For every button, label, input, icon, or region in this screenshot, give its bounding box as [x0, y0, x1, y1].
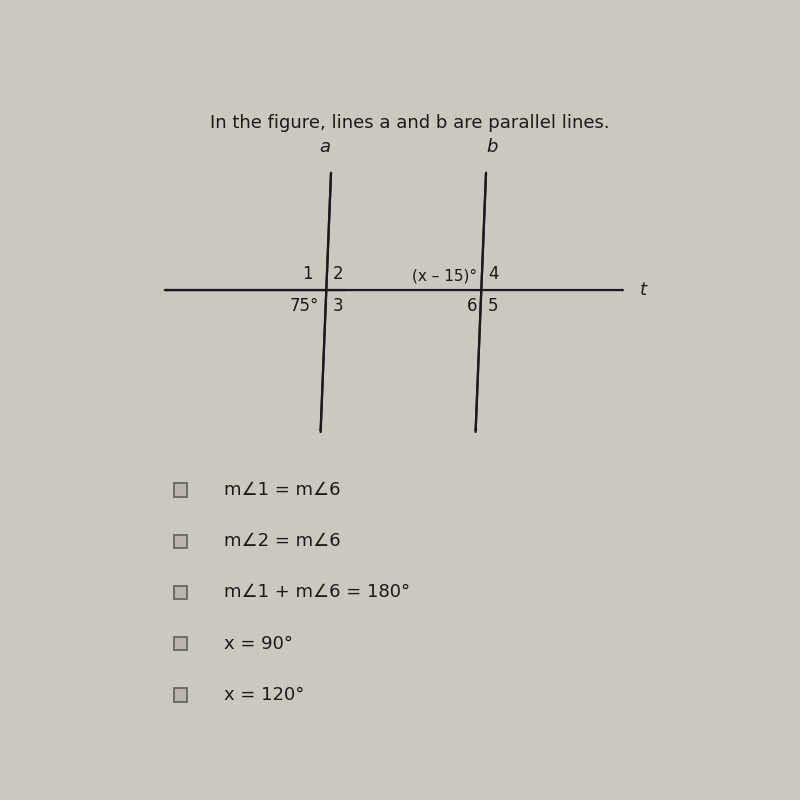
Text: b: b: [486, 138, 498, 156]
Text: m∠1 = m∠6: m∠1 = m∠6: [224, 482, 341, 499]
Text: 75°: 75°: [290, 297, 319, 315]
Text: 6: 6: [466, 297, 478, 315]
FancyBboxPatch shape: [174, 586, 187, 599]
FancyBboxPatch shape: [174, 483, 187, 497]
Text: 2: 2: [333, 266, 344, 283]
Text: t: t: [639, 281, 646, 299]
Text: m∠1 + m∠6 = 180°: m∠1 + m∠6 = 180°: [224, 583, 410, 602]
Text: 4: 4: [488, 266, 498, 283]
Text: a: a: [319, 138, 330, 156]
Text: 3: 3: [333, 297, 344, 315]
Text: m∠2 = m∠6: m∠2 = m∠6: [224, 532, 341, 550]
FancyBboxPatch shape: [174, 688, 187, 702]
FancyBboxPatch shape: [174, 637, 187, 650]
Text: 5: 5: [488, 297, 498, 315]
Text: x = 90°: x = 90°: [224, 634, 293, 653]
Text: (x – 15)°: (x – 15)°: [412, 268, 478, 283]
FancyBboxPatch shape: [174, 534, 187, 548]
Text: In the figure, lines a and b are parallel lines.: In the figure, lines a and b are paralle…: [210, 114, 610, 133]
Text: 1: 1: [302, 266, 313, 283]
Text: x = 120°: x = 120°: [224, 686, 304, 704]
